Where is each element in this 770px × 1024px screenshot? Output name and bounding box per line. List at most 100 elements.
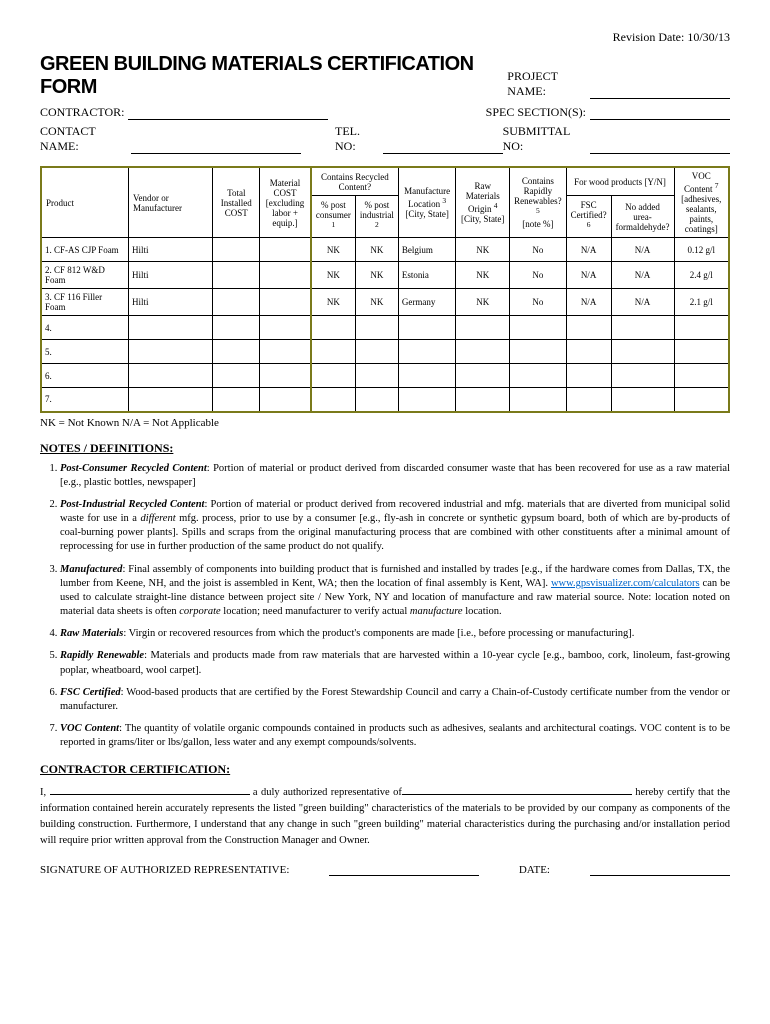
cell-urea[interactable] [611,316,674,340]
cell-urea[interactable]: N/A [611,289,674,316]
cell-fsc[interactable]: N/A [566,238,611,262]
cell-renew[interactable]: No [510,238,566,262]
date-label: DATE: [519,864,550,876]
cell-loc[interactable]: Estonia [398,262,455,289]
cell-total[interactable] [213,262,260,289]
date-input[interactable] [590,862,730,876]
cell-matcost[interactable] [260,262,311,289]
contact-input[interactable] [131,140,301,154]
cell-pi[interactable]: NK [355,238,398,262]
cell-pc[interactable] [311,340,356,364]
cell-fsc[interactable] [566,388,611,412]
cell-voc[interactable]: 2.1 g/l [674,289,729,316]
cell-voc[interactable]: 0.12 g/l [674,238,729,262]
cell-vendor[interactable]: Hilti [129,262,213,289]
cell-raw[interactable] [456,388,510,412]
cell-product[interactable]: 5. [41,340,129,364]
cell-voc[interactable] [674,340,729,364]
cell-renew[interactable]: No [510,262,566,289]
cell-loc[interactable] [398,316,455,340]
project-name-input[interactable] [590,85,730,99]
cell-pi[interactable] [355,388,398,412]
tel-input[interactable] [383,140,503,154]
cell-fsc[interactable] [566,316,611,340]
cell-raw[interactable]: NK [456,238,510,262]
sig-label: SIGNATURE OF AUTHORIZED REPRESENTATIVE: [40,864,289,876]
cell-matcost[interactable] [260,340,311,364]
cell-total[interactable] [213,316,260,340]
cell-voc[interactable] [674,388,729,412]
cell-total[interactable] [213,364,260,388]
cell-product[interactable]: 1. CF-AS CJP Foam [41,238,129,262]
contact-label: CONTACT NAME: [40,124,127,154]
cell-raw[interactable] [456,316,510,340]
th-recycled: Contains Recycled Content? [311,167,399,196]
cell-matcost[interactable] [260,289,311,316]
cell-renew[interactable] [510,388,566,412]
cell-vendor[interactable] [129,388,213,412]
cell-urea[interactable]: N/A [611,238,674,262]
cert-name-input[interactable] [50,783,250,795]
cell-pc[interactable] [311,364,356,388]
cell-renew[interactable] [510,364,566,388]
cell-product[interactable]: 2. CF 812 W&D Foam [41,262,129,289]
cell-raw[interactable] [456,340,510,364]
cell-total[interactable] [213,340,260,364]
cell-product[interactable]: 7. [41,388,129,412]
cell-urea[interactable] [611,340,674,364]
cell-renew[interactable]: No [510,289,566,316]
cell-fsc[interactable]: N/A [566,262,611,289]
cell-fsc[interactable] [566,340,611,364]
cell-loc[interactable] [398,340,455,364]
cell-pc[interactable] [311,316,356,340]
cell-product[interactable]: 3. CF 116 Filler Foam [41,289,129,316]
cell-vendor[interactable] [129,316,213,340]
cell-voc[interactable] [674,316,729,340]
contractor-input[interactable] [128,106,328,120]
cell-matcost[interactable] [260,316,311,340]
cell-urea[interactable] [611,388,674,412]
cell-pc[interactable]: NK [311,262,356,289]
cell-voc[interactable] [674,364,729,388]
cell-vendor[interactable]: Hilti [129,289,213,316]
cell-product[interactable]: 4. [41,316,129,340]
cell-matcost[interactable] [260,364,311,388]
cell-vendor[interactable] [129,364,213,388]
cell-product[interactable]: 6. [41,364,129,388]
cell-fsc[interactable] [566,364,611,388]
cell-pi[interactable]: NK [355,289,398,316]
calculator-link[interactable]: www.gpsvisualizer.com/calculators [551,578,700,589]
cell-renew[interactable] [510,340,566,364]
cert-company-input[interactable] [402,783,632,795]
sig-input[interactable] [329,862,478,876]
cell-raw[interactable]: NK [456,289,510,316]
cell-loc[interactable]: Belgium [398,238,455,262]
cell-pi[interactable] [355,364,398,388]
cell-urea[interactable] [611,364,674,388]
cell-pi[interactable] [355,316,398,340]
cell-raw[interactable] [456,364,510,388]
cell-loc[interactable] [398,388,455,412]
cell-fsc[interactable]: N/A [566,289,611,316]
cell-pc[interactable] [311,388,356,412]
cell-total[interactable] [213,238,260,262]
cell-matcost[interactable] [260,238,311,262]
cell-pi[interactable]: NK [355,262,398,289]
cell-loc[interactable] [398,364,455,388]
submittal-input[interactable] [590,140,730,154]
cell-urea[interactable]: N/A [611,262,674,289]
cell-voc[interactable]: 2.4 g/l [674,262,729,289]
cell-vendor[interactable]: Hilti [129,238,213,262]
cell-total[interactable] [213,388,260,412]
cell-total[interactable] [213,289,260,316]
cell-loc[interactable]: Germany [398,289,455,316]
cell-raw[interactable]: NK [456,262,510,289]
cell-renew[interactable] [510,316,566,340]
cell-matcost[interactable] [260,388,311,412]
spec-input[interactable] [590,106,730,120]
cell-vendor[interactable] [129,340,213,364]
cell-pc[interactable]: NK [311,238,356,262]
cell-pc[interactable]: NK [311,289,356,316]
cell-pi[interactable] [355,340,398,364]
note-item: Post-Industrial Recycled Content: Portio… [60,498,730,555]
